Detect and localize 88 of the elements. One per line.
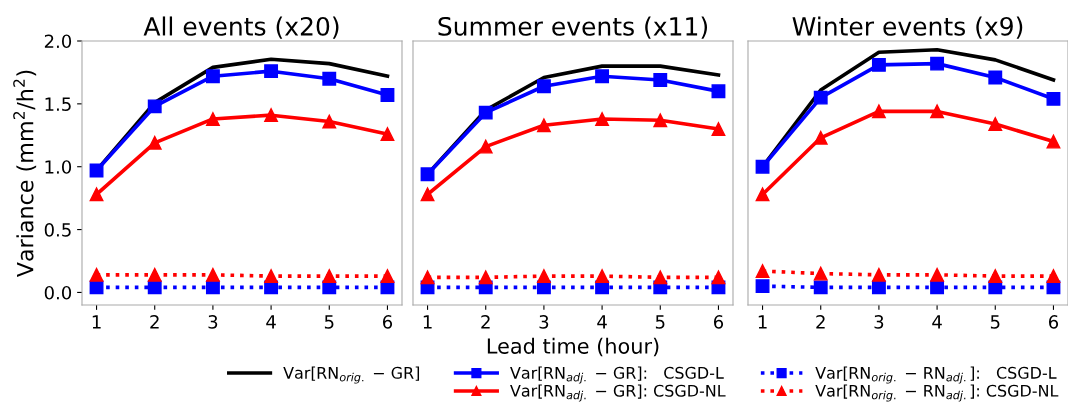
x-tick-label: 2: [481, 315, 490, 329]
point: [813, 266, 828, 281]
x-tick-label: 1: [758, 315, 767, 329]
point: [988, 70, 1003, 85]
point: [930, 104, 945, 119]
x-tick-label: 3: [874, 315, 884, 329]
point: [147, 267, 162, 282]
point: [380, 88, 395, 103]
point: [813, 90, 828, 105]
point: [595, 111, 610, 126]
point: [755, 187, 770, 202]
point: [711, 84, 726, 99]
x-tick-label: 5: [655, 315, 665, 329]
y-tick-label: 1.5: [45, 97, 71, 111]
x-tick-label: 4: [932, 315, 942, 329]
y-tick-label: 0.5: [44, 223, 71, 237]
legend-label: Var[RN$_{orig.}$ − GR]: [283, 366, 420, 384]
point: [205, 267, 220, 282]
point: [420, 167, 435, 182]
y-tick-label: 1.0: [45, 160, 72, 174]
point: [711, 270, 726, 285]
point: [264, 108, 279, 123]
x-tick-label: 3: [208, 315, 218, 329]
point: [1046, 134, 1061, 149]
point: [264, 64, 279, 79]
point: [322, 71, 337, 86]
x-tick-label: 1: [92, 315, 101, 329]
point: [871, 104, 886, 119]
y-axis-title: Variance (mm$^{2}$/h$^{2}$): [13, 70, 37, 278]
chart-title: All events (x20): [143, 16, 339, 39]
x-tick-label: 2: [816, 315, 825, 329]
legend-label: Var[RN$_{orig.}$ − RN$_{adj.}$]: CSGD-L: [815, 366, 1057, 384]
point: [653, 270, 668, 285]
point: [1046, 91, 1061, 106]
point: [147, 135, 162, 150]
point: [1046, 269, 1061, 284]
point: [930, 56, 945, 71]
x-tick-label: 2: [150, 315, 159, 329]
point: [988, 117, 1003, 131]
point: [536, 79, 551, 94]
point: [653, 73, 668, 87]
legend-label: Var[RN$_{adj.}$ − GR]: CSGD-L: [510, 366, 724, 384]
point: [536, 118, 551, 133]
x-tick-label: 6: [713, 315, 724, 329]
point: [205, 111, 220, 126]
point: [89, 187, 104, 202]
y-tick-label: 2.0: [44, 34, 72, 49]
point: [478, 105, 493, 120]
x-tick-label: 5: [324, 315, 334, 329]
point: [988, 269, 1003, 284]
x-tick-label: 6: [382, 315, 393, 329]
point: [813, 280, 828, 295]
point: [205, 69, 220, 84]
point: [930, 267, 945, 282]
point: [147, 99, 162, 114]
point: [871, 267, 886, 282]
point: [322, 269, 337, 284]
legend-label: Var[RN$_{adj.}$ − GR]: CSGD-NL: [510, 384, 726, 402]
point: [595, 69, 610, 84]
point: [536, 269, 551, 284]
point: [755, 264, 770, 279]
y-tick-label: 0.0: [44, 285, 72, 300]
point: [478, 139, 493, 154]
x-tick-label: 4: [266, 315, 276, 329]
x-tick-label: 4: [597, 315, 607, 329]
point: [478, 270, 493, 285]
point: [420, 187, 435, 202]
point: [380, 127, 395, 141]
x-tick-label: 1: [423, 315, 432, 329]
point: [595, 269, 610, 284]
point: [711, 122, 726, 136]
point: [755, 279, 770, 294]
point: [264, 269, 279, 284]
point: [420, 270, 435, 285]
x-tick-label: 5: [990, 315, 1000, 329]
x-axis-title: Lead time (hour): [487, 337, 659, 357]
point: [755, 159, 770, 174]
chart-title: Winter events (x9): [792, 16, 1023, 39]
x-tick-label: 6: [1048, 315, 1059, 329]
x-tick-label: 3: [539, 315, 549, 329]
point: [89, 267, 104, 282]
chart-title: Summer events (x11): [438, 16, 708, 39]
point: [871, 57, 886, 72]
point: [380, 269, 395, 284]
point: [813, 130, 828, 145]
legend-label: Var[RN$_{orig.}$ − RN$_{adj.}$]: CSGD-NL: [815, 384, 1059, 402]
point: [653, 113, 668, 128]
point: [322, 114, 337, 129]
